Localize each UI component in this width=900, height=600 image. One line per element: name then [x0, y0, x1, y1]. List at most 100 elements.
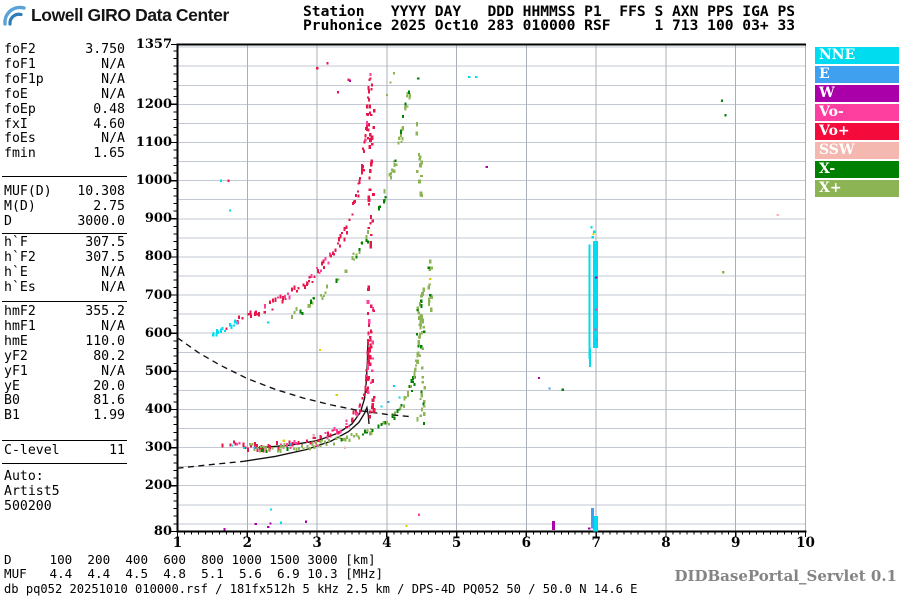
param-label: C-level [4, 443, 60, 458]
param-label: MUF(D) [4, 184, 52, 199]
param-row-Clevel: C-level 11 [4, 443, 125, 459]
param-row-foF1p: foF1p N/A [4, 71, 125, 88]
param-label: h`E [4, 264, 28, 280]
legend-item-Vo+: Vo+ [815, 123, 899, 140]
param-value: N/A [101, 56, 125, 72]
param-value: 1.99 [93, 408, 125, 424]
y-axis-label-700: 700 [144, 287, 172, 303]
param-row-B1: B1 1.99 [4, 408, 125, 424]
param-label: hmE [4, 333, 28, 349]
param-value: N/A [101, 71, 125, 87]
param-row-foF2: foF2 3.750 [4, 42, 125, 58]
param-row-foF1: foF1 N/A [4, 56, 125, 73]
param-label: h`Es [4, 279, 36, 295]
param-value: N/A [101, 131, 125, 147]
param-value: 20.0 [93, 378, 125, 394]
param-row-D: D 3000.0 [4, 213, 125, 230]
param-row-foEp: foEp 0.48 [4, 101, 125, 118]
param-label: B0 [4, 393, 20, 409]
param-value: 81.6 [93, 393, 125, 409]
param-label: B1 [4, 408, 20, 424]
param-value: 4.60 [93, 116, 125, 132]
param-value: 10.308 [77, 184, 125, 199]
x-axis-label-7: 7 [591, 535, 601, 551]
param-value: 11 [109, 443, 125, 458]
param-value: 110.0 [85, 333, 125, 349]
param-label: yE [4, 378, 20, 394]
x-axis-label-5: 5 [451, 535, 462, 551]
y-axis-label-600: 600 [144, 325, 172, 341]
file-status-line: db pq052 20251010 010000.rsf / 181fx512h… [4, 582, 638, 596]
param-row-fxI: fxI 4.60 [4, 116, 125, 133]
param-label: foF1p [4, 71, 44, 87]
station-header-labels: Station YYYY DAY DDD HHMMSS P1 FFS S AXN… [303, 3, 796, 20]
param-value: N/A [101, 363, 125, 379]
y-axis-label-300: 300 [144, 440, 172, 456]
param-label: hmF1 [4, 318, 36, 334]
param-row-foE: foE N/A [4, 86, 125, 103]
distance-row: D 100 200 400 600 800 1000 1500 3000 [km… [4, 552, 376, 567]
legend-item-W: W [815, 85, 899, 102]
param-value: 307.5 [85, 235, 125, 250]
y-axis-label-200: 200 [144, 478, 172, 494]
param-row-yE: yE 20.0 [4, 378, 125, 395]
param-label: foF1 [4, 56, 36, 72]
giro-wave-icon [3, 5, 26, 26]
legend-item-E: E [815, 66, 899, 83]
param-label: yF1 [4, 363, 28, 379]
param-label: h`F [4, 235, 28, 250]
y-axis-label-900: 900 [144, 211, 172, 227]
param-value: N/A [101, 264, 125, 280]
panel-divider [2, 301, 127, 302]
legend-item-X-: X- [815, 161, 899, 178]
param-row-hEs: h`Es N/A [4, 279, 125, 296]
servlet-version-label: DIDBasePortal_Servlet 0.1 [674, 567, 897, 585]
param-row-fmin: fmin 1.65 [4, 146, 125, 162]
param-label: D [4, 213, 12, 229]
autoscaling-line: 500200 [4, 498, 52, 514]
param-value: N/A [101, 318, 125, 334]
x-axis-label-1: 1 [172, 535, 183, 551]
param-value: 80.2 [93, 348, 125, 364]
x-axis-label-8: 8 [661, 535, 671, 551]
param-row-MUFD: MUF(D) 10.308 [4, 184, 125, 200]
panel-divider [2, 440, 127, 441]
y-axis-label-800: 800 [144, 249, 172, 265]
legend-item-X+: X+ [815, 180, 899, 197]
legend-item-SSW: SSW [815, 142, 899, 159]
param-row-hE: h`E N/A [4, 264, 125, 281]
param-value: 2.75 [93, 198, 125, 214]
param-row-hmE: hmE 110.0 [4, 333, 125, 350]
param-value: 3000.0 [77, 213, 125, 229]
param-label: h`F2 [4, 249, 36, 265]
param-row-hmF1: hmF1 N/A [4, 318, 125, 335]
param-row-hF2: h`F2 307.5 [4, 249, 125, 266]
param-label: foF2 [4, 42, 36, 57]
legend-item-NNE: NNE [815, 47, 899, 64]
param-label: foEp [4, 101, 36, 117]
x-axis-label-3: 3 [312, 535, 322, 551]
y-axis-label-1357: 1357 [135, 37, 172, 52]
station-header-values: Pruhonice 2025 Oct10 283 010000 RSF 1 71… [303, 16, 796, 34]
x-axis-label-4: 4 [382, 535, 392, 551]
param-label: fxI [4, 116, 28, 132]
autoscaling-line: Auto: [4, 469, 44, 484]
param-label: yF2 [4, 348, 28, 364]
param-row-hF: h`F 307.5 [4, 235, 125, 251]
muf-row: MUF 4.4 4.4 4.5 4.8 5.1 5.6 6.9 10.3 [MH… [4, 566, 384, 581]
x-axis-label-6: 6 [521, 535, 532, 551]
logo-text: Lowell GIRO Data Center [31, 4, 229, 25]
param-value: 1.65 [93, 146, 125, 162]
param-label: fmin [4, 146, 36, 162]
panel-divider [2, 176, 127, 177]
autoscaling-line: Artist5 [4, 483, 60, 499]
panel-divider [2, 463, 127, 464]
y-axis-label-80: 80 [153, 524, 172, 539]
y-axis-label-1000: 1000 [135, 173, 172, 189]
param-value: N/A [101, 279, 125, 295]
param-value: N/A [101, 86, 125, 102]
param-row-yF1: yF1 N/A [4, 363, 125, 380]
x-axis-label-10: 10 [796, 535, 815, 551]
